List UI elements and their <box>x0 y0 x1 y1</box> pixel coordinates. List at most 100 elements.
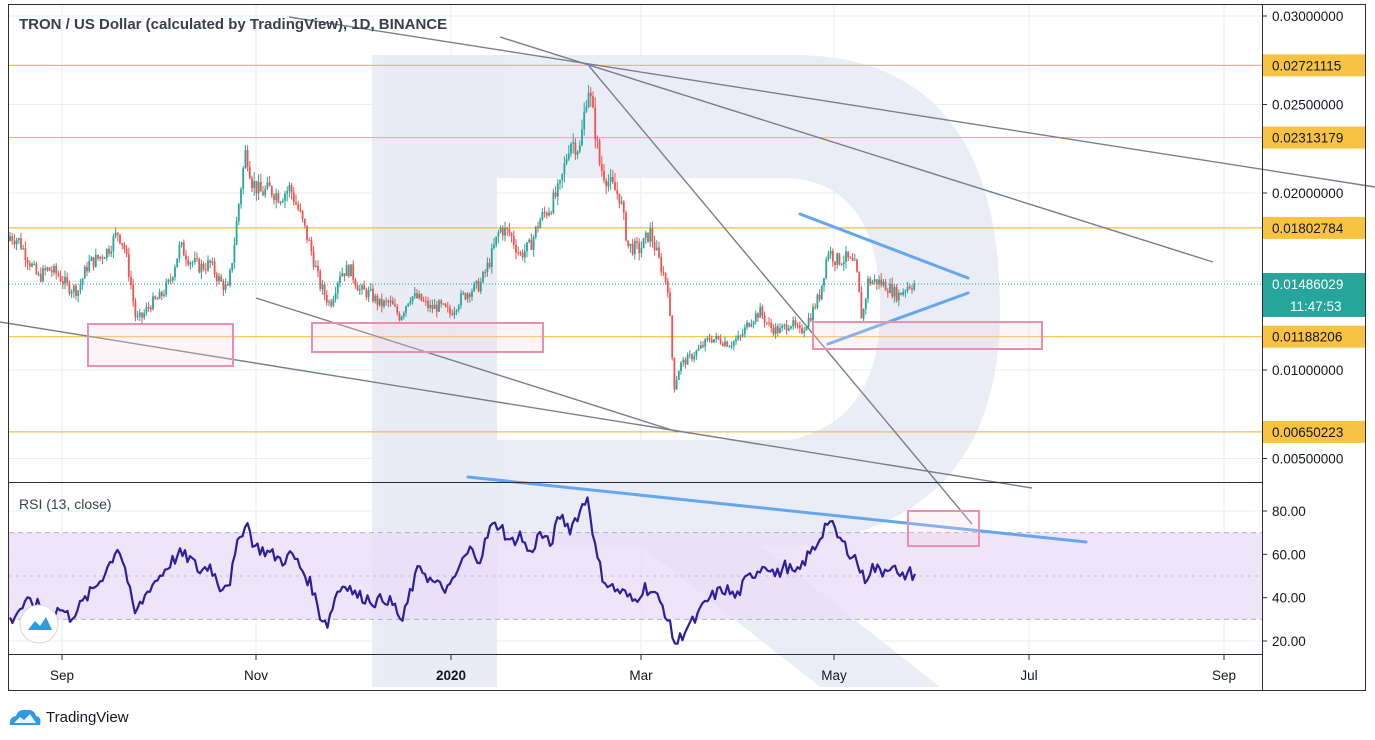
candle-down <box>92 257 95 267</box>
candle-up <box>429 305 432 309</box>
candle-up <box>361 285 363 290</box>
candle-down <box>290 185 293 193</box>
candle-down <box>660 257 663 273</box>
price-tick-label: 0.02000000 <box>1272 186 1343 201</box>
candle-up <box>570 143 572 154</box>
rsi-indicator-label[interactable]: RSI (13, close) <box>19 496 112 512</box>
candle-down <box>303 218 306 226</box>
candle-down <box>28 263 31 267</box>
candle-down <box>451 313 454 316</box>
candle-down <box>664 272 667 282</box>
trendline-blue <box>466 475 1088 544</box>
candle-up <box>583 111 586 130</box>
candle-up <box>759 306 762 318</box>
candle-down <box>268 182 271 187</box>
candle-up <box>237 204 240 222</box>
candle-down <box>794 320 797 326</box>
candle-up <box>200 263 203 273</box>
candle-down <box>147 307 150 309</box>
candle-down <box>691 354 693 360</box>
candle-up <box>715 335 718 340</box>
candle-up <box>587 92 590 107</box>
candle-up <box>783 324 786 326</box>
candle-up <box>15 239 18 245</box>
candle-down <box>605 180 608 187</box>
candle-up <box>649 228 652 242</box>
candle-down <box>440 300 443 304</box>
candle-down <box>141 312 143 318</box>
candle-up <box>532 237 535 250</box>
rsi-tick-label: 40.00 <box>1272 591 1306 606</box>
candle-up <box>697 348 700 351</box>
candle-down <box>765 322 768 324</box>
price-axis[interactable]: 0.02721115 0.02313179 0.01802784 0.01188206… <box>1262 9 1365 467</box>
candle-up <box>279 202 282 204</box>
rsi-axis[interactable]: 80.00 60.00 40.00 20.00 <box>1262 504 1306 649</box>
tradingview-chart-badge[interactable] <box>19 604 59 644</box>
candle-up <box>864 298 867 310</box>
candle-down <box>226 284 229 286</box>
tradingview-footer[interactable]: TradingView <box>8 706 129 728</box>
candle-down <box>196 258 198 260</box>
candle-up <box>754 313 757 322</box>
candle-down <box>154 296 157 299</box>
candle-down <box>818 294 821 300</box>
candle-down <box>97 254 99 259</box>
candle-down <box>26 260 29 264</box>
candle-up <box>257 182 260 194</box>
candle-up <box>88 260 91 272</box>
candle-up <box>878 279 880 285</box>
candle-down <box>702 345 704 347</box>
candle-up <box>504 227 506 236</box>
candle-down <box>323 284 326 296</box>
candle-down <box>427 300 429 309</box>
candle-up <box>138 312 141 317</box>
candle-down <box>431 305 434 309</box>
candle-up <box>224 284 227 290</box>
candle-down <box>611 177 614 183</box>
candle-down <box>768 322 770 324</box>
candle-down <box>860 292 863 319</box>
candle-down <box>127 254 130 277</box>
candle-down <box>308 239 311 241</box>
candle-up <box>475 280 478 284</box>
candle-down <box>838 253 841 265</box>
candle-up <box>244 150 247 169</box>
candle-down <box>169 279 172 281</box>
candle-down <box>710 339 713 343</box>
candle-down <box>356 285 359 291</box>
candle-up <box>37 273 40 275</box>
candle-up <box>264 188 267 196</box>
candle-down <box>618 193 621 204</box>
candle-down <box>856 259 858 272</box>
candle-down <box>488 263 491 267</box>
candle-down <box>299 209 302 211</box>
candle-down <box>35 263 38 275</box>
candle-down <box>424 300 427 302</box>
candle-down <box>598 140 601 165</box>
candle-down <box>394 304 396 307</box>
candle-up <box>807 317 810 327</box>
candle-up <box>180 242 183 245</box>
candle-up <box>836 253 839 265</box>
candle-down <box>763 315 766 323</box>
candle-up <box>746 322 748 328</box>
candle-up <box>693 356 696 360</box>
candle-up <box>842 262 845 265</box>
candle-up <box>53 266 55 273</box>
candle-down <box>255 180 258 194</box>
candle-up <box>633 240 636 255</box>
candle-up <box>499 227 502 233</box>
candle-down <box>259 182 262 192</box>
candle-down <box>310 240 313 252</box>
candle-down <box>396 306 399 314</box>
candle-down <box>61 281 64 284</box>
candle-up <box>336 283 339 294</box>
time-axis[interactable]: Sep Nov 2020 Mar May Jul Sep <box>50 655 1236 683</box>
chart-title: TRON / US Dollar (calculated by TradingV… <box>19 16 448 33</box>
candle-up <box>704 339 707 347</box>
time-tick-label: 2020 <box>436 668 466 683</box>
candle-up <box>22 248 25 250</box>
candle-up <box>743 327 746 334</box>
